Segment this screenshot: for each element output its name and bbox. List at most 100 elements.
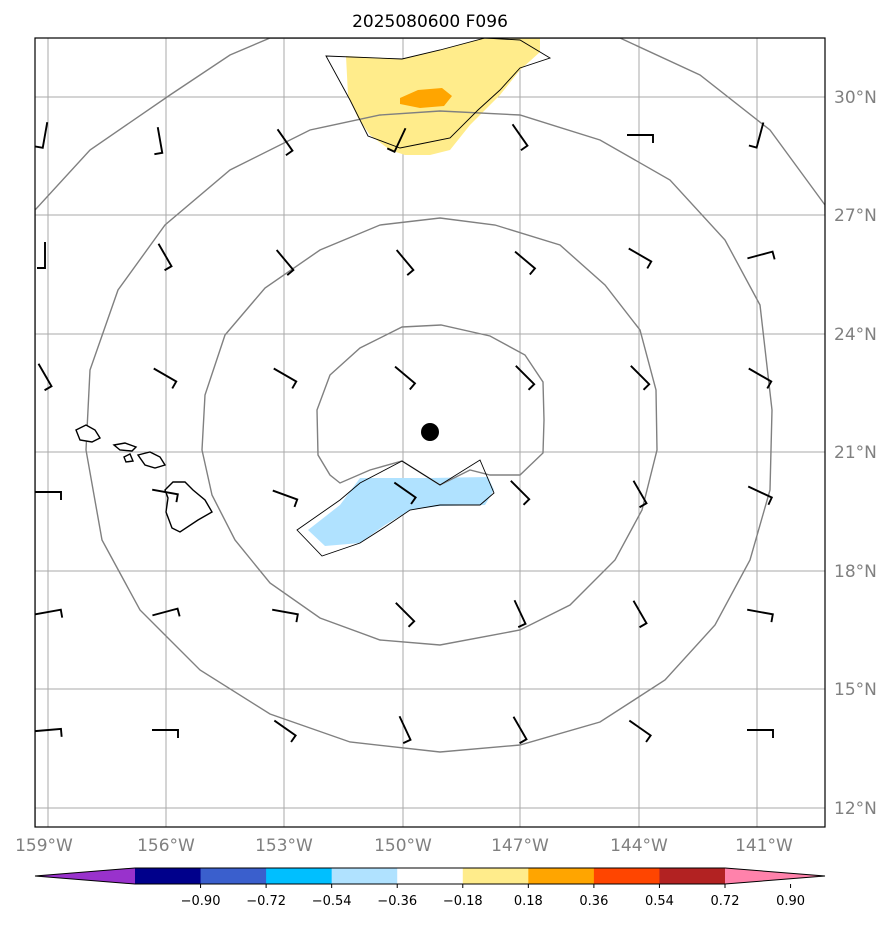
wind-barb [152,488,179,503]
wind-barb [152,729,179,738]
hawaiian-islands [75,424,213,533]
wind-barb [35,122,49,149]
colorbar-tick-label: 0.18 [514,894,543,909]
island-maui [136,451,167,469]
lon-label: 150°W [374,836,432,856]
island-big-island [164,481,213,533]
wind-barb [386,127,407,154]
wind-barb [513,599,527,629]
wind-barb [747,485,774,506]
wind-barb [37,363,53,392]
colorbar-segment [135,868,202,884]
lat-label: 18°N [834,562,877,582]
colorbar-segment [397,868,464,884]
wind-barb [273,719,297,743]
wind-barb [273,367,298,389]
wind-barb [627,134,654,143]
wind-barb [748,122,765,149]
colorbar-segment [528,868,595,884]
colorbar-tick-label: 0.72 [711,894,740,909]
wind-barb [632,600,648,629]
wind-barb [276,128,294,157]
wind-barb [272,489,299,508]
reference-outlines [296,38,552,557]
wind-barb [628,719,652,743]
colorbar-tick-label: −0.54 [312,894,352,909]
lat-label: 30°N [834,88,877,108]
wind-barb [35,608,64,618]
lon-label: 156°W [137,836,195,856]
wind-barb [275,249,295,276]
wind-barb [510,480,531,506]
wind-barb [514,250,537,276]
colorbar-tick-label: −0.90 [181,894,221,909]
wind-barb [748,367,773,389]
wind-barb [157,243,173,272]
wind-barb [35,727,63,737]
lat-label: 24°N [834,325,877,345]
colorbar [34,867,826,888]
wind-barb [395,249,415,276]
wind-barb [394,365,417,391]
lon-label: 147°W [491,836,549,856]
wind-barb [393,481,417,505]
colorbar-segment [331,868,398,884]
map-frame [34,37,826,828]
wind-barb [632,480,648,509]
latitude-labels: 30°N 27°N 24°N 21°N 18°N 15°N 12°N [834,88,877,819]
colorbar-segment [659,868,726,884]
colorbar-segment [200,868,267,884]
lat-label: 15°N [834,680,877,700]
lon-label: 141°W [735,836,793,856]
colorbar-segment [593,868,660,884]
colorbar-extend-low [35,868,135,884]
wind-barb [35,491,62,500]
wind-barb [272,608,299,623]
colorbar-tick-label: 0.54 [645,894,674,909]
map-area [35,38,825,827]
lon-label: 144°W [610,836,668,856]
storm-center-marker [421,423,439,441]
wind-barb [512,716,528,745]
lon-label: 159°W [15,836,73,856]
colorbar-segment [462,868,529,884]
island-molokai [123,453,135,463]
lat-label: 21°N [834,443,877,463]
wind-barb [37,242,46,269]
wind-barb [628,247,653,269]
island-kauai [75,424,102,443]
contour-lines [35,38,825,827]
map-title: 2025080600 F096 [352,12,508,32]
lat-label: 12°N [834,799,877,819]
wind-barb [515,365,536,391]
wind-barb [747,729,774,738]
wind-barb [153,367,178,389]
colorbar-tick-label: 0.90 [776,894,805,909]
negative-anomaly-region [308,477,494,546]
colorbar-tick-label: −0.72 [246,894,286,909]
colorbar-extend-high [725,868,825,884]
wind-barb [154,127,164,156]
wind-barb [747,608,774,623]
colorbar-outline [34,867,826,885]
colorbar-tick-labels: −0.90 −0.72 −0.54 −0.36 −0.18 0.18 0.36 0.54 0.7… [181,894,805,909]
longitude-labels: 159°W 156°W 153°W 150°W 147°W 144°W 141°… [15,836,793,856]
island-oahu [112,442,138,452]
wind-barb [398,715,412,745]
wind-barb [152,607,181,617]
colorbar-segment [266,868,333,884]
wind-barbs [35,122,776,745]
gridlines [35,38,825,827]
wind-barb [395,602,416,628]
strong-positive-anomaly-region [400,88,452,108]
colorbar-tick-label: −0.18 [443,894,483,909]
wind-barb [511,123,529,152]
lon-label: 153°W [255,836,313,856]
wind-barb [747,250,776,260]
wind-barb [630,365,651,391]
colorbar-tick-label: −0.36 [377,894,417,909]
lat-label: 27°N [834,206,877,226]
colorbar-tick-label: 0.36 [579,894,608,909]
